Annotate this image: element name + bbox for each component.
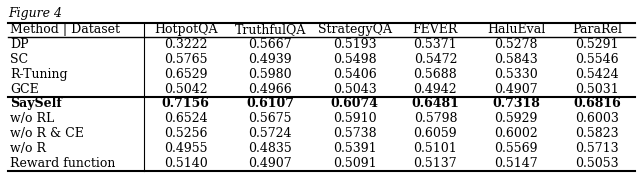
Text: 0.6524: 0.6524 <box>164 112 207 125</box>
Text: 0.6816: 0.6816 <box>573 97 621 110</box>
Text: 0.6002: 0.6002 <box>494 127 538 140</box>
Text: HaluEval: HaluEval <box>487 23 545 37</box>
Text: 0.4907: 0.4907 <box>494 83 538 96</box>
Text: Method | Dataset: Method | Dataset <box>10 23 120 37</box>
Text: 0.5391: 0.5391 <box>333 142 376 155</box>
Text: 0.5472: 0.5472 <box>413 53 457 66</box>
Text: ParaRel: ParaRel <box>572 23 622 37</box>
Text: FEVER: FEVER <box>413 23 458 37</box>
Text: 0.5278: 0.5278 <box>494 38 538 51</box>
Text: 0.4939: 0.4939 <box>248 53 292 66</box>
Text: 0.5043: 0.5043 <box>333 83 376 96</box>
Text: 0.4966: 0.4966 <box>248 83 292 96</box>
Text: 0.5910: 0.5910 <box>333 112 376 125</box>
Text: 0.5137: 0.5137 <box>413 157 457 170</box>
Text: SaySelf: SaySelf <box>10 97 62 110</box>
Text: w/o R: w/o R <box>10 142 46 155</box>
Text: 0.6107: 0.6107 <box>246 97 294 110</box>
Text: 0.5371: 0.5371 <box>413 38 457 51</box>
Text: w/o R & CE: w/o R & CE <box>10 127 84 140</box>
Text: 0.5330: 0.5330 <box>494 68 538 81</box>
Text: 0.5667: 0.5667 <box>248 38 292 51</box>
Text: 0.6074: 0.6074 <box>331 97 379 110</box>
Text: 0.4835: 0.4835 <box>248 142 292 155</box>
Text: 0.3222: 0.3222 <box>164 38 207 51</box>
Text: 0.4907: 0.4907 <box>248 157 292 170</box>
Text: 0.6529: 0.6529 <box>164 68 207 81</box>
Text: 0.5406: 0.5406 <box>333 68 376 81</box>
Text: 0.5091: 0.5091 <box>333 157 376 170</box>
Text: 0.5147: 0.5147 <box>494 157 538 170</box>
Text: 0.5053: 0.5053 <box>575 157 619 170</box>
Text: 0.6059: 0.6059 <box>413 127 457 140</box>
Text: 0.5569: 0.5569 <box>494 142 538 155</box>
Text: 0.5031: 0.5031 <box>575 83 619 96</box>
Text: 0.5929: 0.5929 <box>495 112 538 125</box>
Text: SC: SC <box>10 53 28 66</box>
Text: 0.5765: 0.5765 <box>164 53 207 66</box>
Text: Figure 4: Figure 4 <box>8 7 62 20</box>
Text: 0.5675: 0.5675 <box>248 112 292 125</box>
Text: 0.4942: 0.4942 <box>413 83 457 96</box>
Text: HotpotQA: HotpotQA <box>154 23 218 37</box>
Text: 0.4955: 0.4955 <box>164 142 207 155</box>
Text: TruthfulQA: TruthfulQA <box>234 23 306 37</box>
Text: 0.7156: 0.7156 <box>162 97 210 110</box>
Text: 0.7318: 0.7318 <box>492 97 540 110</box>
Text: 0.5498: 0.5498 <box>333 53 376 66</box>
Text: 0.5256: 0.5256 <box>164 127 207 140</box>
Text: 0.5042: 0.5042 <box>164 83 207 96</box>
Text: 0.5843: 0.5843 <box>494 53 538 66</box>
Text: 0.6481: 0.6481 <box>412 97 460 110</box>
Text: 0.5193: 0.5193 <box>333 38 376 51</box>
Text: 0.5140: 0.5140 <box>164 157 207 170</box>
Text: 0.5291: 0.5291 <box>575 38 619 51</box>
Text: DP: DP <box>10 38 29 51</box>
Text: 0.5738: 0.5738 <box>333 127 376 140</box>
Text: StrategyQA: StrategyQA <box>317 23 392 37</box>
Text: 0.6003: 0.6003 <box>575 112 619 125</box>
Text: w/o RL: w/o RL <box>10 112 54 125</box>
Text: 0.5713: 0.5713 <box>575 142 619 155</box>
Text: R-Tuning: R-Tuning <box>10 68 68 81</box>
Text: 0.5724: 0.5724 <box>248 127 292 140</box>
Text: GCE: GCE <box>10 83 39 96</box>
Text: 0.5980: 0.5980 <box>248 68 292 81</box>
Text: 0.5546: 0.5546 <box>575 53 619 66</box>
Text: 0.5688: 0.5688 <box>413 68 457 81</box>
Text: 0.5101: 0.5101 <box>413 142 457 155</box>
Text: 0.5823: 0.5823 <box>575 127 619 140</box>
Text: 0.5424: 0.5424 <box>575 68 619 81</box>
Text: Reward function: Reward function <box>10 157 116 170</box>
Text: 0.5798: 0.5798 <box>413 112 457 125</box>
